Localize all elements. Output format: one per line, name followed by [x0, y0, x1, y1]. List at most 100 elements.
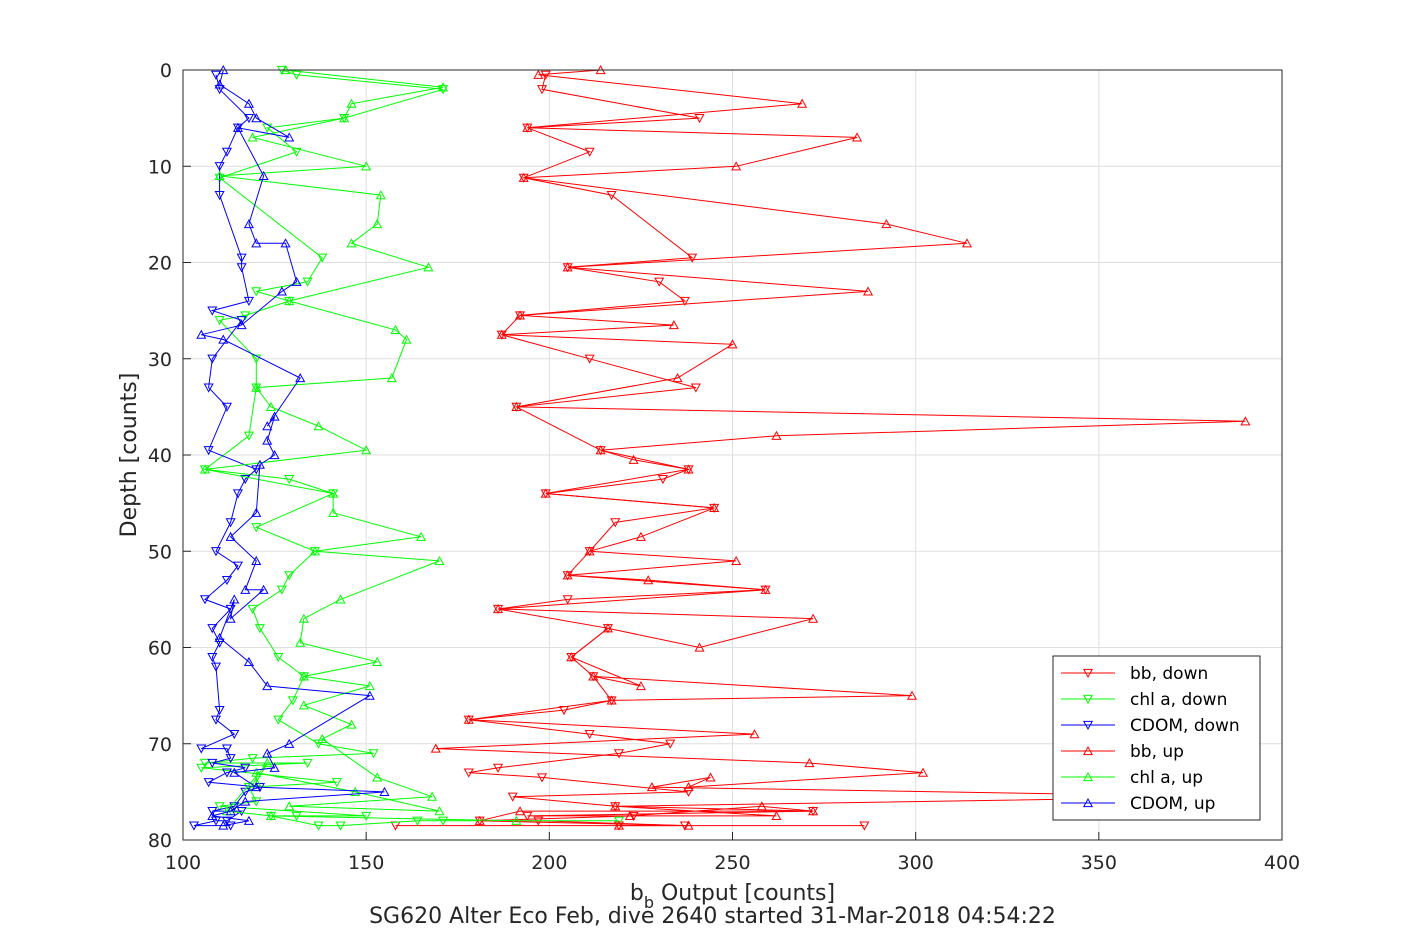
data-point: [635, 531, 646, 541]
data-point: [372, 772, 383, 782]
data-point: [328, 488, 339, 498]
data-point: [251, 777, 262, 787]
data-point: [251, 382, 262, 392]
data-point: [771, 430, 782, 440]
data-point: [269, 411, 280, 421]
legend-label: CDOM, up: [1130, 794, 1215, 814]
data-point: [236, 253, 247, 263]
data-point: [492, 763, 504, 773]
data-point: [690, 383, 701, 393]
data-point: [906, 690, 918, 700]
data-point: [683, 787, 694, 797]
data-point: [434, 806, 445, 816]
data-point: [522, 811, 533, 821]
data-point: [284, 801, 295, 811]
y-axis-label: Depth [counts]: [117, 373, 142, 538]
data-point: [862, 286, 874, 296]
data-point: [672, 372, 683, 383]
data-point: [412, 816, 423, 826]
data-point: [240, 796, 251, 806]
legend-entry: chl a, down: [1061, 690, 1227, 710]
data-point: [335, 594, 346, 604]
data-point: [665, 739, 676, 749]
data-point: [584, 546, 595, 556]
data-point: [265, 401, 276, 411]
y-tick-label: 50: [148, 541, 172, 563]
data-point: [199, 758, 211, 769]
data-point: [280, 238, 291, 248]
data-point: [643, 575, 654, 585]
x-tick-label: 200: [531, 852, 567, 874]
data-point: [262, 748, 273, 758]
data-point: [207, 810, 218, 821]
data-point: [207, 758, 218, 769]
data-point: [859, 821, 870, 831]
data-point: [584, 354, 595, 364]
data-point: [207, 354, 218, 364]
data-point: [668, 320, 679, 330]
data-point: [284, 571, 295, 581]
data-point: [214, 79, 225, 89]
data-point: [536, 85, 548, 95]
data-point: [438, 816, 449, 826]
data-point: [251, 767, 262, 777]
legend-entry: chl a, up: [1061, 768, 1203, 788]
data-point: [423, 262, 434, 272]
legend-marker: [1082, 668, 1094, 679]
data-point: [309, 546, 320, 556]
data-point: [386, 372, 397, 383]
x-tick-label: 400: [1264, 852, 1300, 874]
data-point: [240, 584, 251, 594]
data-point: [434, 555, 445, 565]
data-point: [254, 459, 265, 469]
data-point: [262, 421, 273, 431]
series-line: [435, 69, 1246, 827]
data-point: [251, 238, 262, 248]
data-point: [214, 191, 225, 201]
data-point: [262, 757, 273, 768]
series-line: [201, 69, 385, 827]
data-point: [438, 82, 449, 92]
data-point: [210, 547, 222, 557]
data-point: [511, 815, 522, 825]
legend-marker: [1082, 797, 1094, 808]
data-point: [522, 122, 533, 132]
data-point: [262, 435, 273, 445]
data-point: [214, 162, 225, 172]
data-point: [221, 768, 233, 778]
data-point: [852, 132, 863, 142]
data-point: [273, 653, 284, 663]
data-point: [705, 772, 716, 782]
data-point: [258, 170, 269, 180]
data-point: [203, 383, 214, 393]
data-point: [731, 555, 742, 565]
data-point: [328, 507, 339, 517]
data-point: [961, 238, 973, 248]
data-point: [683, 820, 694, 830]
data-point: [236, 263, 247, 273]
data-point: [808, 613, 819, 623]
data-point: [339, 113, 350, 123]
y-tick-label: 80: [148, 830, 172, 852]
data-point: [240, 474, 251, 485]
data-point: [584, 730, 595, 740]
series-line: [395, 74, 865, 827]
data-point: [269, 762, 280, 772]
data-point: [203, 446, 214, 456]
data-point: [635, 680, 646, 691]
data-point: [566, 652, 577, 662]
data-point: [214, 85, 225, 95]
x-tick-label: 250: [714, 852, 750, 874]
data-point: [188, 821, 200, 831]
data-point: [346, 719, 357, 729]
legend-label: chl a, down: [1130, 690, 1227, 710]
legend-label: CDOM, down: [1130, 716, 1240, 736]
data-point: [654, 277, 665, 287]
y-tick-label: 10: [148, 156, 172, 178]
data-point: [214, 316, 225, 326]
data-point: [606, 695, 617, 705]
data-point: [284, 132, 295, 142]
data-point: [606, 191, 617, 201]
data-point: [251, 555, 262, 565]
data-point: [361, 445, 372, 455]
